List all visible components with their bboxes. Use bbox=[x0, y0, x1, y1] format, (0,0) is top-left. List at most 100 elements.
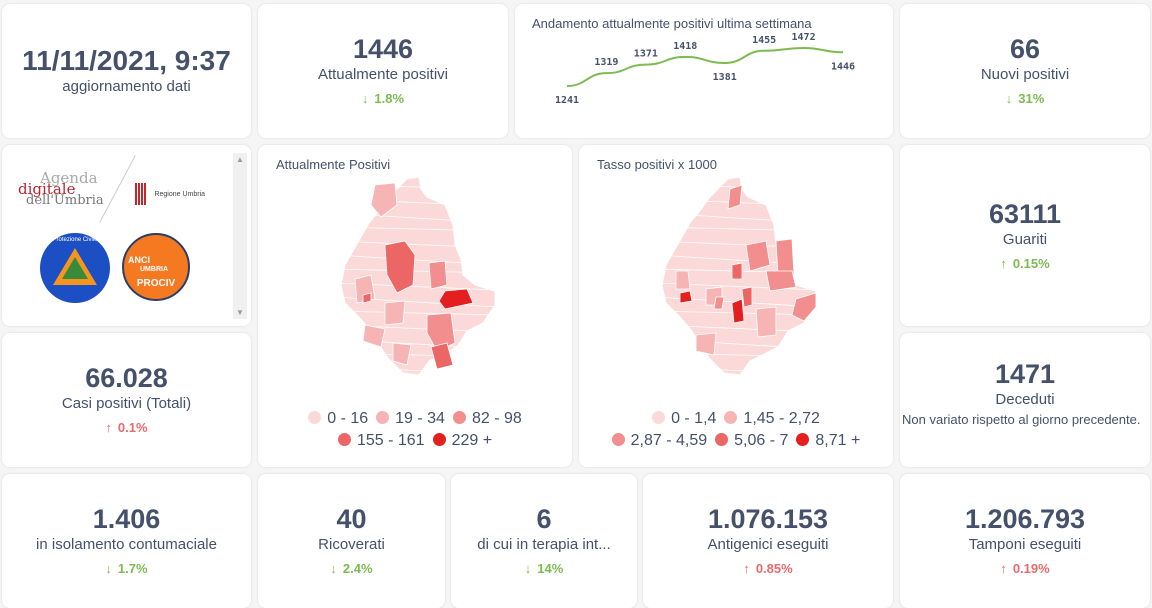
legend-dot bbox=[376, 411, 390, 424]
municipality-border bbox=[334, 198, 498, 207]
arrow-down-icon: ↓ bbox=[361, 91, 369, 106]
terapia-card: 6 di cui in terapia int... ↓ 14% bbox=[451, 474, 637, 608]
municipality-border bbox=[334, 352, 498, 358]
municipality[interactable] bbox=[384, 240, 416, 294]
trend-data-label: 1319 bbox=[594, 57, 618, 68]
scroll-down-icon[interactable]: ▼ bbox=[236, 308, 244, 317]
update-card: 11/11/2021, 9:37 aggiornamento dati bbox=[2, 4, 251, 138]
guariti-delta-value: 0.15% bbox=[1012, 255, 1050, 271]
arrow-up-icon: ↑ bbox=[743, 561, 750, 576]
legend-label: 0 - 1,4 bbox=[671, 410, 717, 427]
map-tasso-card: Tasso positivi x 1000 0 - 1,4 1,45 - 2,72… bbox=[579, 145, 893, 467]
municipality[interactable] bbox=[755, 306, 777, 338]
municipality[interactable] bbox=[775, 238, 795, 276]
municipality[interactable] bbox=[679, 290, 693, 304]
antigenici-value: 1.076.153 bbox=[707, 504, 829, 534]
ricoverati-label: Ricoverati bbox=[318, 536, 385, 553]
municipality[interactable] bbox=[791, 292, 817, 322]
legend-dot bbox=[652, 411, 666, 424]
trend-data-label: 1418 bbox=[673, 41, 697, 52]
nuovi-card: 66 Nuovi positivi ↓ 31% bbox=[900, 4, 1150, 138]
municipality[interactable] bbox=[430, 342, 454, 370]
legend-item: 82 - 98 bbox=[452, 408, 522, 430]
antigenici-card: 1.076.153 Antigenici eseguiti ↑ 0.85% bbox=[643, 474, 893, 608]
umbria-map-attualmente[interactable] bbox=[258, 175, 572, 435]
trend-data-label: 1381 bbox=[713, 72, 737, 83]
tamponi-card: 1.206.793 Tamponi eseguiti ↑ 0.19% bbox=[900, 474, 1150, 608]
municipality[interactable] bbox=[428, 260, 448, 290]
terapia-label: di cui in terapia int... bbox=[477, 536, 611, 553]
antigenici-delta-value: 0.85% bbox=[755, 561, 793, 576]
trend-data-label: 1241 bbox=[555, 95, 579, 106]
municipality[interactable] bbox=[765, 270, 797, 292]
municipality-border bbox=[655, 324, 819, 333]
map-attualmente-title: Attualmente Positivi bbox=[276, 157, 391, 172]
municipality[interactable] bbox=[727, 184, 743, 210]
legend-label: 82 - 98 bbox=[471, 410, 522, 427]
map-tasso-title: Tasso positivi x 1000 bbox=[597, 157, 717, 172]
nuovi-value: 66 bbox=[1009, 34, 1041, 64]
municipality[interactable] bbox=[745, 240, 771, 272]
municipality-border bbox=[655, 226, 819, 232]
legend-item: 0 - 1,4 bbox=[652, 408, 716, 430]
municipality[interactable] bbox=[741, 286, 753, 308]
attualmente-card: 1446 Attualmente positivi ↓ 1.8% bbox=[258, 4, 508, 138]
nuovi-delta-value: 31% bbox=[1018, 91, 1045, 106]
regione-emblem-icon bbox=[135, 183, 147, 205]
legend-label: 229 + bbox=[451, 432, 493, 449]
terapia-delta: ↓ 14% bbox=[525, 559, 564, 579]
municipality[interactable] bbox=[384, 300, 406, 326]
municipality-border bbox=[655, 338, 819, 350]
municipality-border bbox=[334, 212, 498, 224]
umbria-map-tasso[interactable] bbox=[579, 175, 893, 435]
municipality-border bbox=[334, 254, 498, 266]
municipality[interactable] bbox=[362, 324, 386, 348]
municipality[interactable] bbox=[362, 292, 372, 304]
antigenici-delta: ↑ 0.85% bbox=[743, 559, 792, 579]
municipality[interactable] bbox=[731, 262, 743, 280]
municipality[interactable] bbox=[713, 296, 725, 310]
deceduti-value: 1471 bbox=[994, 359, 1056, 389]
attualmente-value: 1446 bbox=[352, 34, 414, 64]
municipality[interactable] bbox=[438, 288, 474, 310]
trend-data-label: 1446 bbox=[831, 61, 855, 72]
municipality-border bbox=[334, 324, 498, 333]
protezione-civile-logo: Protezione Civile bbox=[40, 233, 110, 303]
digitale-text: digitale bbox=[18, 180, 76, 198]
legend-dot bbox=[611, 433, 625, 446]
isolamento-delta-value: 1.7% bbox=[117, 561, 148, 576]
regione-text: Regione Umbria bbox=[154, 190, 206, 198]
municipality-border bbox=[334, 366, 498, 375]
municipality-border bbox=[655, 366, 819, 375]
municipality[interactable] bbox=[675, 270, 691, 290]
arrow-up-icon: ↑ bbox=[1000, 561, 1007, 576]
legend-label: 0 - 16 bbox=[327, 410, 369, 427]
municipality[interactable] bbox=[695, 332, 717, 356]
map-attualmente-legend: 0 - 16 19 - 34 82 - 98 155 - 161 229 + bbox=[258, 408, 572, 452]
arrow-down-icon: ↓ bbox=[524, 561, 532, 576]
municipality-border bbox=[334, 240, 498, 249]
legend-label: 1,45 - 2,72 bbox=[743, 410, 820, 427]
trend-chart-card: Andamento attualmente positivi ultima se… bbox=[515, 4, 893, 138]
nuovi-delta: ↓ 31% bbox=[1006, 89, 1045, 109]
ricoverati-delta: ↓ 2.4% bbox=[330, 559, 372, 579]
municipality-border bbox=[334, 268, 498, 274]
legend-item: 5,06 - 7 bbox=[715, 430, 788, 452]
scroll-up-icon[interactable]: ▲ bbox=[236, 155, 244, 164]
tamponi-delta: ↑ 0.19% bbox=[1000, 559, 1049, 579]
attualmente-delta-value: 1.8% bbox=[374, 91, 405, 106]
deceduti-label: Deceduti bbox=[995, 391, 1055, 408]
casi-label: Casi positivi (Totali) bbox=[61, 395, 192, 412]
legend-label: 8,71 + bbox=[815, 432, 861, 449]
tamponi-value: 1.206.793 bbox=[964, 504, 1086, 534]
guariti-value: 63111 bbox=[988, 198, 1062, 229]
municipality[interactable] bbox=[392, 342, 412, 366]
legend-dot bbox=[715, 433, 729, 446]
municipality[interactable] bbox=[731, 298, 745, 324]
regione-umbria-logo: Regione Umbria bbox=[135, 183, 205, 205]
arrow-up-icon: ↑ bbox=[105, 420, 112, 435]
map-attualmente-card: Attualmente Positivi 0 - 16 19 - 34 82 - 9… bbox=[258, 145, 572, 467]
municipality[interactable] bbox=[370, 182, 398, 218]
guariti-delta: ↑ 0.15% bbox=[1000, 254, 1049, 274]
logos-scrollbar[interactable]: ▲ ▼ bbox=[233, 153, 247, 319]
